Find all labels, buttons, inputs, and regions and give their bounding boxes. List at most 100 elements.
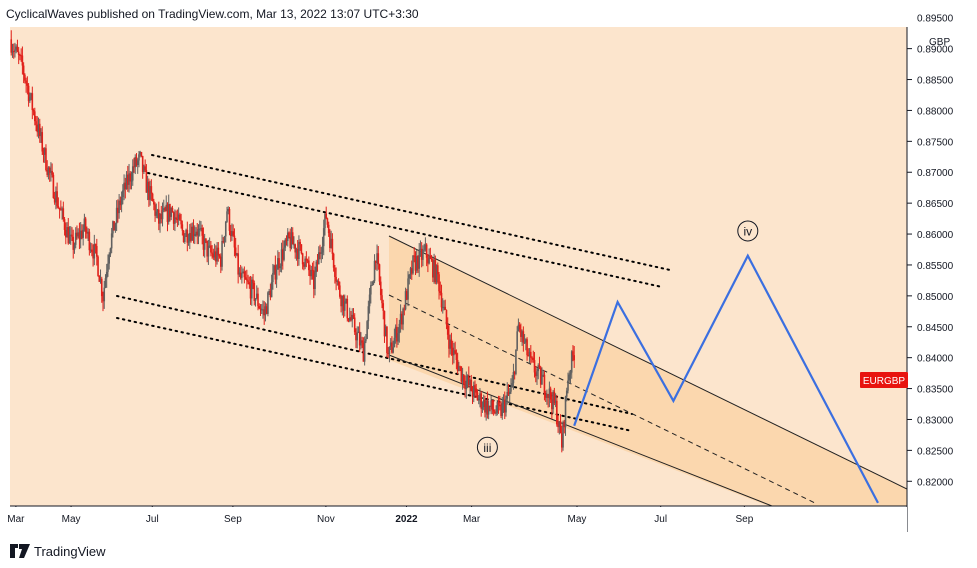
candle-body	[251, 279, 253, 299]
candle-body	[118, 200, 120, 214]
candle-body	[96, 246, 98, 257]
candle-body	[153, 201, 155, 205]
candle-body	[403, 308, 406, 310]
candle-body	[293, 244, 295, 246]
candle-body	[108, 254, 110, 264]
candle-body	[537, 365, 540, 372]
candle-body	[430, 258, 433, 261]
candle-body	[127, 174, 129, 185]
candle-body	[444, 306, 447, 310]
candle-body	[301, 253, 304, 265]
candle-body	[413, 255, 416, 257]
candle-body	[565, 390, 568, 397]
candle-body	[247, 280, 249, 283]
candle-body	[164, 208, 166, 211]
candle-body	[79, 230, 82, 240]
candle-body	[257, 293, 259, 307]
price-tick-label: 0.85500	[917, 261, 954, 272]
time-tick-label: Sep	[735, 514, 753, 525]
candle-body	[503, 399, 506, 413]
candle-body	[342, 295, 345, 311]
candle-body	[280, 249, 283, 267]
candle-body	[67, 227, 70, 244]
candle-body	[19, 54, 21, 56]
candle-body	[409, 268, 412, 275]
candle-body	[465, 380, 468, 390]
candle-body	[65, 229, 67, 238]
candle-body	[512, 372, 515, 384]
candle-body	[172, 212, 175, 224]
candle-body	[35, 121, 37, 126]
price-tick-label: 0.83500	[917, 385, 954, 396]
candle-body	[489, 405, 491, 407]
candle-body	[441, 307, 444, 309]
candle-body	[573, 355, 575, 361]
candle-body	[14, 49, 16, 52]
candle-body	[165, 204, 168, 211]
candle-body	[532, 357, 535, 361]
candle-body	[205, 238, 207, 241]
candle-body	[533, 360, 536, 373]
candle-body	[313, 270, 315, 289]
candles	[10, 30, 575, 453]
candle-body	[458, 366, 460, 372]
tradingview-footer[interactable]: TradingView	[10, 541, 106, 561]
candle-body	[572, 351, 574, 356]
candle-body	[11, 51, 14, 53]
candle-body	[522, 331, 525, 343]
candle-body	[217, 247, 220, 256]
candle-body	[399, 313, 402, 324]
candle-body	[479, 393, 481, 399]
candle-body	[42, 151, 45, 155]
candle-body	[246, 279, 248, 281]
candle-body	[552, 391, 554, 410]
candle-body	[528, 351, 531, 356]
candle-body	[305, 258, 308, 261]
candle-body	[114, 223, 117, 231]
candle-body	[296, 248, 299, 259]
candle-body	[169, 204, 171, 217]
candle-body	[125, 174, 128, 189]
candle-body	[166, 204, 169, 222]
candle-body	[367, 306, 370, 322]
channel-upper-line	[388, 235, 907, 490]
price-axis[interactable]	[907, 48, 912, 482]
candle-body	[289, 236, 292, 249]
candle-body	[115, 207, 118, 224]
candle-body	[145, 170, 148, 193]
candle-body	[475, 388, 478, 393]
candle-body	[345, 298, 347, 302]
candle-body	[443, 306, 445, 308]
candle-body	[53, 197, 56, 203]
candle-body	[554, 400, 557, 404]
candle-body	[329, 233, 331, 249]
candle-body	[200, 227, 202, 229]
candle-body	[309, 270, 311, 277]
candle-body	[43, 148, 46, 155]
candle-body	[299, 241, 301, 245]
candle-body	[500, 406, 502, 416]
candle-body	[215, 251, 217, 262]
symbol-badge[interactable]: EURGBP	[860, 372, 908, 388]
candle-body	[102, 296, 104, 302]
candle-body	[418, 249, 420, 269]
candle-body	[347, 318, 350, 321]
candle-body	[72, 236, 75, 250]
candle-body	[365, 338, 367, 342]
candle-body	[544, 394, 547, 398]
candle-body	[515, 349, 517, 374]
wave-projection-line	[573, 253, 879, 504]
candle-body	[377, 253, 380, 265]
candle-body	[212, 253, 215, 258]
candle-body	[398, 323, 401, 334]
candle-body	[531, 357, 533, 359]
candle-body	[31, 93, 34, 111]
price-tick-label: 0.87000	[917, 168, 954, 179]
time-tick-label: Mar	[7, 514, 25, 525]
candle-body	[404, 291, 407, 310]
candle-body	[110, 233, 113, 249]
candle-body	[220, 256, 222, 267]
candle-body	[434, 259, 437, 283]
candle-body	[424, 244, 427, 250]
